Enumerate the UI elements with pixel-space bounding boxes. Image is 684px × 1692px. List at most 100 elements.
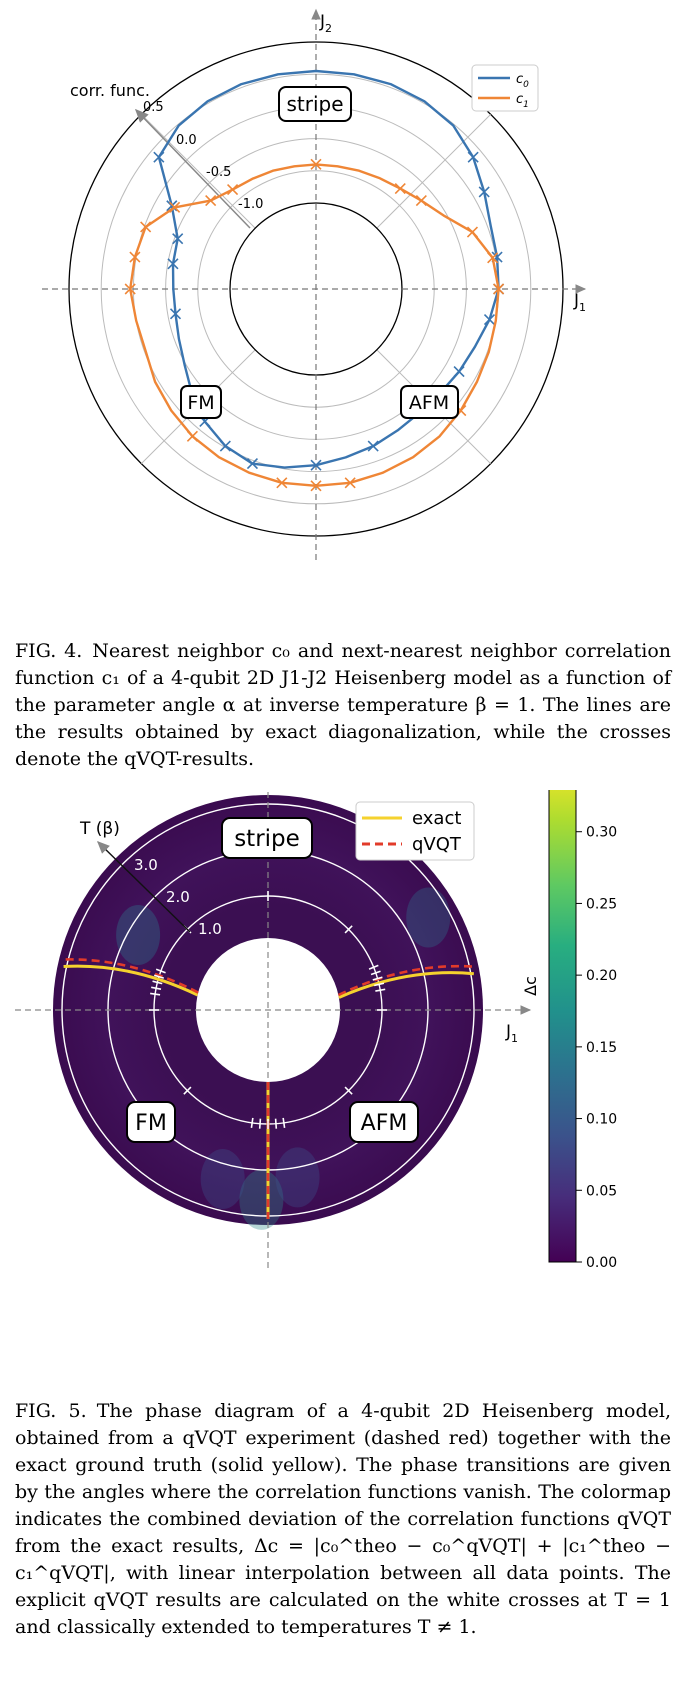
data-cross-c1 xyxy=(415,195,427,207)
data-cross-c1 xyxy=(394,183,406,195)
colorbar-tick-label: 0.05 xyxy=(586,1183,617,1199)
fig5-colorbar xyxy=(548,790,577,1263)
deviation-glow xyxy=(275,1147,320,1208)
fig4-radial-tick: 0.0 xyxy=(176,133,197,148)
fig5-radial-tick: 3.0 xyxy=(134,856,158,874)
data-cross-c0 xyxy=(310,459,322,471)
colorbar-tick-label: 0.00 xyxy=(586,1255,617,1271)
fig5-phase-stripe: stripe xyxy=(221,817,313,859)
fig5-phase-boundaries xyxy=(63,891,474,1219)
series-line-c0 xyxy=(157,69,500,469)
fig4-radial-tick: -1.0 xyxy=(238,197,263,212)
colorbar-tick-label: 0.15 xyxy=(586,1040,617,1056)
fig4-polar-chart: J1 J2 corr. func. 0.5 0.0 -0.5 -1.0 stri… xyxy=(42,8,587,560)
qvqt-cross xyxy=(368,964,379,970)
data-cross-c1 xyxy=(205,195,217,207)
fig5-radial-tick: 1.0 xyxy=(198,920,222,938)
svg-text:stripe: stripe xyxy=(234,826,300,852)
svg-text:AFM: AFM xyxy=(409,392,449,414)
data-cross-c1 xyxy=(124,283,136,295)
fig4-radial-label: corr. func. xyxy=(70,81,150,100)
fig4-radial-tick: 0.5 xyxy=(143,100,164,115)
qvqt-cross xyxy=(153,974,164,979)
data-cross-c0 xyxy=(246,458,259,470)
phase-boundary-exact xyxy=(63,964,199,997)
fig4-phase-afm: AFM xyxy=(400,385,459,419)
svg-text:c0: c0 xyxy=(516,72,529,90)
fig4-x-axis-label: J1 xyxy=(573,291,586,314)
qvqt-cross xyxy=(151,986,162,990)
fig4-radial-tick: -0.5 xyxy=(206,165,231,180)
data-cross-c0 xyxy=(483,314,496,326)
data-cross-c1 xyxy=(169,201,181,213)
data-cross-c1 xyxy=(276,477,288,489)
data-cross-c0 xyxy=(467,151,479,163)
fig4-legend: c0 c1 xyxy=(471,64,539,112)
data-cross-c1 xyxy=(140,221,152,233)
qvqt-cross xyxy=(282,1117,286,1128)
colorbar-tick-label: 0.25 xyxy=(586,896,617,912)
data-cross-c0 xyxy=(453,366,465,378)
fig5-x-axis-label: J1 xyxy=(505,1022,518,1045)
data-cross-c0 xyxy=(166,200,178,212)
fig5-caption-text: The phase diagram of a 4-qubit 2D Heisen… xyxy=(15,1400,671,1638)
fig4-phase-fm: FM xyxy=(180,385,222,419)
fig5-legend: exact qVQT xyxy=(355,801,475,861)
fig4-phase-stripe: stripe xyxy=(278,86,352,122)
fig4-caption-label: FIG. 4. xyxy=(15,640,83,662)
svg-text:AFM: AFM xyxy=(361,1111,408,1136)
fig5-caption-label: FIG. 5. xyxy=(15,1400,87,1422)
fig5-phase-diagram: J1 J2 T (β) 3.0 2.0 1.0 stripe FM AFM ex… xyxy=(15,790,617,1271)
fig5-colorbar-ticks: 0.350.300.250.200.150.100.050.00 xyxy=(576,825,617,1271)
qvqt-cross xyxy=(152,980,163,985)
svg-text:c1: c1 xyxy=(516,92,529,110)
colorbar-tick-label: 0.10 xyxy=(586,1112,617,1128)
qvqt-cross xyxy=(370,970,381,976)
data-cross-c1 xyxy=(466,226,479,238)
fig4-y-axis-label: J2 xyxy=(319,12,332,35)
data-cross-c0 xyxy=(153,151,165,163)
data-cross-c0 xyxy=(167,258,179,270)
svg-text:FM: FM xyxy=(187,392,214,414)
qvqt-cross xyxy=(374,982,385,987)
data-cross-c1 xyxy=(344,477,356,489)
data-cross-c1 xyxy=(487,252,499,264)
fig5-phase-fm: FM xyxy=(126,1101,176,1143)
qvqt-cross xyxy=(258,1118,262,1129)
fig5-deviation-glows xyxy=(116,887,451,1230)
qvqt-cross xyxy=(155,968,166,974)
fig5-radial-tick: 2.0 xyxy=(166,888,190,906)
data-cross-c0 xyxy=(478,186,490,198)
qvqt-cross xyxy=(250,1117,254,1128)
fig4-radial-axis xyxy=(134,108,251,229)
phase-boundary-qVQT xyxy=(65,958,199,994)
colorbar-tick-label: 0.20 xyxy=(586,968,617,984)
data-cross-c0 xyxy=(367,440,379,452)
qvqt-cross xyxy=(372,976,383,981)
deviation-glow xyxy=(116,905,161,965)
deviation-glow xyxy=(200,1149,245,1210)
qvqt-cross xyxy=(344,925,353,934)
qvqt-cross xyxy=(150,992,161,996)
deviation-glow xyxy=(406,887,451,948)
fig4-grid-spoke xyxy=(140,113,256,229)
svg-text:qVQT: qVQT xyxy=(412,834,462,855)
qvqt-cross xyxy=(375,988,386,992)
phase-boundary-qVQT xyxy=(337,964,473,997)
fig5-radial-label: T (β) xyxy=(79,819,120,839)
fig5-colorbar-label: Δc xyxy=(521,976,540,996)
qvqt-cross xyxy=(274,1118,278,1129)
data-cross-c1 xyxy=(310,480,322,492)
data-cross-c0 xyxy=(169,308,182,320)
svg-text:stripe: stripe xyxy=(286,92,343,116)
qvqt-cross xyxy=(344,1086,353,1095)
qvqt-cross xyxy=(183,1086,192,1095)
svg-text:exact: exact xyxy=(412,808,461,829)
svg-text:FM: FM xyxy=(135,1111,167,1136)
data-cross-c1 xyxy=(186,430,198,442)
data-cross-c0 xyxy=(172,233,184,245)
data-cross-c1 xyxy=(493,283,505,295)
data-cross-c0 xyxy=(219,440,231,452)
colorbar-tick-label: 0.30 xyxy=(586,825,617,841)
data-cross-c1 xyxy=(310,158,322,170)
